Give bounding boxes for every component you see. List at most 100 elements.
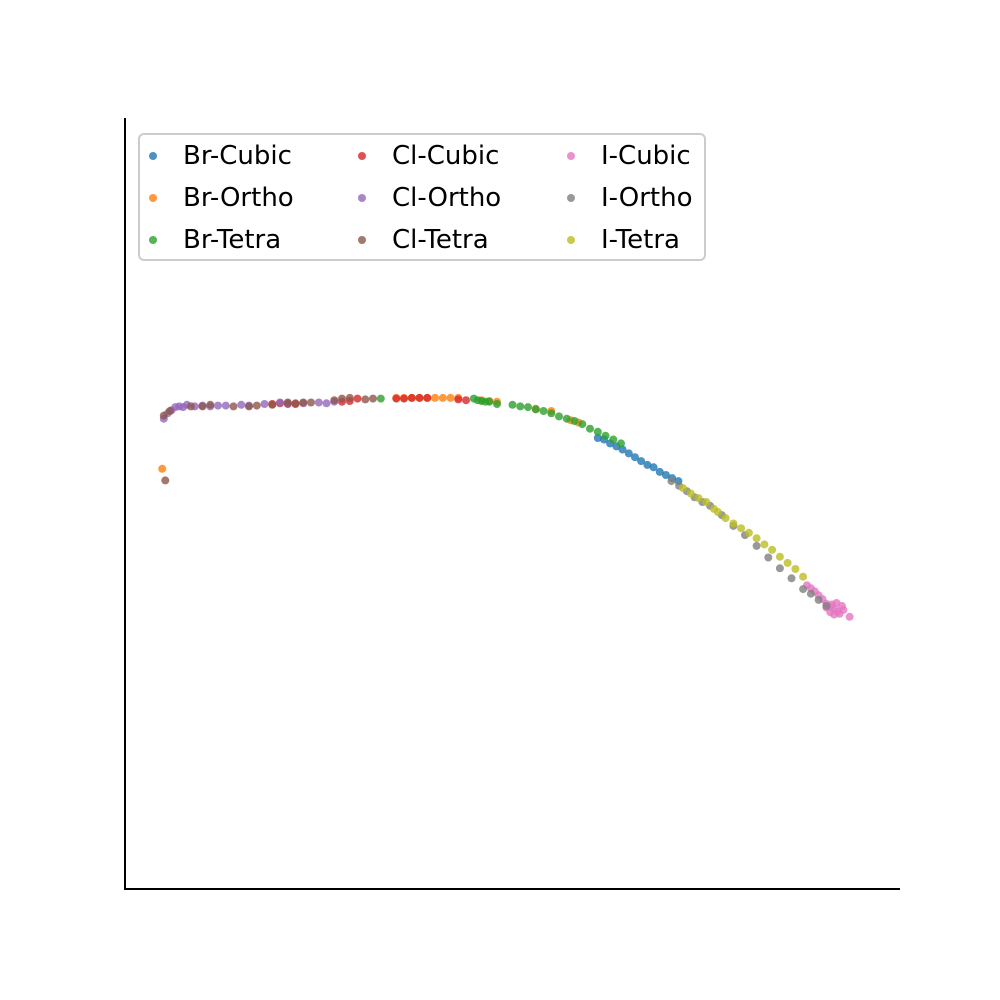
point-br-tetra-17 xyxy=(586,424,594,433)
point-br-tetra-8 xyxy=(516,402,525,411)
point-cl-tetra-12 xyxy=(299,398,308,407)
legend-item-br-cubic: Br-Cubic xyxy=(149,141,292,171)
point-i-tetra-1 xyxy=(686,489,695,498)
legend-label: Cl-Tetra xyxy=(392,225,489,255)
legend-marker xyxy=(358,236,366,244)
point-br-tetra-19 xyxy=(601,431,610,440)
legend: Br-Cubic Br-Ortho Br-Tetra Cl-Cubic Cl-Ortho… xyxy=(138,133,706,261)
point-cl-tetra-4 xyxy=(198,402,207,411)
legend-marker xyxy=(567,236,575,244)
point-br-tetra-11 xyxy=(539,407,548,415)
legend-label: Br-Ortho xyxy=(183,183,294,213)
point-br-ortho-8 xyxy=(446,393,455,402)
point-br-ortho-0 xyxy=(158,464,167,473)
point-cl-tetra-9 xyxy=(268,400,277,409)
point-i-tetra-12 xyxy=(768,545,777,554)
point-cl-tetra-13 xyxy=(307,398,315,407)
point-cl-tetra-16 xyxy=(345,393,354,402)
point-cl-cubic-7 xyxy=(392,394,401,403)
legend-item-cl-tetra: Cl-Tetra xyxy=(358,225,489,255)
legend-label: Br-Tetra xyxy=(183,225,281,255)
legend-items: Br-Cubic Br-Ortho Br-Tetra Cl-Cubic Cl-Ortho… xyxy=(149,141,693,255)
legend-marker xyxy=(358,152,366,160)
legend-label: Br-Cubic xyxy=(183,141,292,171)
point-i-ortho-16 xyxy=(822,602,831,610)
point-br-tetra-5 xyxy=(485,397,494,406)
legend-item-cl-ortho: Cl-Ortho xyxy=(358,183,501,213)
point-i-tetra-13 xyxy=(775,552,784,561)
point-i-ortho-14 xyxy=(806,589,815,598)
legend-marker xyxy=(567,194,575,202)
point-cl-cubic-11 xyxy=(423,393,432,402)
legend-marker xyxy=(149,194,157,202)
point-cl-ortho-19 xyxy=(322,399,331,408)
point-i-tetra-16 xyxy=(799,572,808,581)
point-br-tetra-6 xyxy=(493,400,501,408)
legend-frame xyxy=(138,133,706,261)
legend-item-i-tetra: I-Tetra xyxy=(567,225,680,255)
legend-marker xyxy=(567,152,575,160)
series-br-tetra xyxy=(376,394,625,448)
legend-item-br-ortho: Br-Ortho xyxy=(149,183,294,213)
legend-item-cl-cubic: Cl-Cubic xyxy=(358,141,499,171)
points-layer xyxy=(158,393,854,621)
point-br-cubic-7 xyxy=(637,457,646,466)
point-br-cubic-10 xyxy=(655,467,664,476)
point-cl-cubic-10 xyxy=(415,393,424,402)
point-cl-tetra-18 xyxy=(369,394,377,403)
point-cl-cubic-13 xyxy=(462,396,470,405)
point-i-tetra-14 xyxy=(783,558,792,567)
series-i-tetra xyxy=(679,484,808,581)
point-i-tetra-10 xyxy=(752,534,761,543)
point-i-tetra-15 xyxy=(791,565,800,573)
point-i-tetra-11 xyxy=(760,540,769,549)
point-br-ortho-6 xyxy=(431,393,439,402)
point-cl-tetra-0 xyxy=(161,476,170,485)
legend-label: I-Ortho xyxy=(601,183,693,213)
point-cl-ortho-11 xyxy=(221,401,230,410)
point-br-tetra-13 xyxy=(555,412,563,421)
point-i-cubic-16 xyxy=(839,605,848,614)
point-cl-cubic-6 xyxy=(353,394,362,403)
point-cl-tetra-7 xyxy=(245,402,253,411)
point-br-tetra-14 xyxy=(562,414,571,423)
point-cl-tetra-15 xyxy=(338,394,346,403)
series-cl-tetra xyxy=(159,393,377,485)
point-i-ortho-11 xyxy=(775,564,784,573)
point-br-tetra-9 xyxy=(524,403,532,412)
point-br-cubic-8 xyxy=(643,460,652,469)
series-br-cubic xyxy=(593,434,683,486)
legend-item-i-ortho: I-Ortho xyxy=(567,183,693,213)
point-br-cubic-5 xyxy=(624,449,633,458)
point-cl-ortho-10 xyxy=(214,401,222,410)
point-br-tetra-16 xyxy=(578,420,587,429)
point-cl-tetra-8 xyxy=(252,401,261,410)
point-i-tetra-7 xyxy=(729,519,738,528)
point-cl-tetra-3 xyxy=(186,402,195,411)
point-i-tetra-5 xyxy=(713,508,722,516)
point-i-ortho-9 xyxy=(752,541,761,550)
point-cl-cubic-8 xyxy=(400,394,408,403)
point-i-ortho-0 xyxy=(667,477,676,486)
point-i-tetra-2 xyxy=(694,494,703,503)
legend-marker xyxy=(149,152,157,160)
point-i-tetra-3 xyxy=(702,498,711,506)
point-i-ortho-13 xyxy=(799,585,808,594)
point-i-tetra-0 xyxy=(679,484,687,493)
point-br-tetra-10 xyxy=(531,405,540,414)
point-br-tetra-0 xyxy=(376,394,385,403)
point-br-cubic-9 xyxy=(649,463,658,472)
legend-item-i-cubic: I-Cubic xyxy=(567,141,691,171)
legend-label: Cl-Cubic xyxy=(392,141,499,171)
point-cl-tetra-17 xyxy=(361,395,370,404)
point-br-tetra-20 xyxy=(609,435,618,444)
legend-marker xyxy=(149,236,157,244)
point-cl-tetra-2 xyxy=(165,407,174,415)
point-cl-ortho-18 xyxy=(314,398,323,407)
point-cl-tetra-5 xyxy=(206,400,215,409)
point-br-cubic-0 xyxy=(593,434,602,442)
point-i-ortho-15 xyxy=(814,595,823,604)
legend-marker xyxy=(358,194,366,202)
point-cl-tetra-6 xyxy=(229,402,238,411)
point-cl-tetra-10 xyxy=(283,398,292,407)
